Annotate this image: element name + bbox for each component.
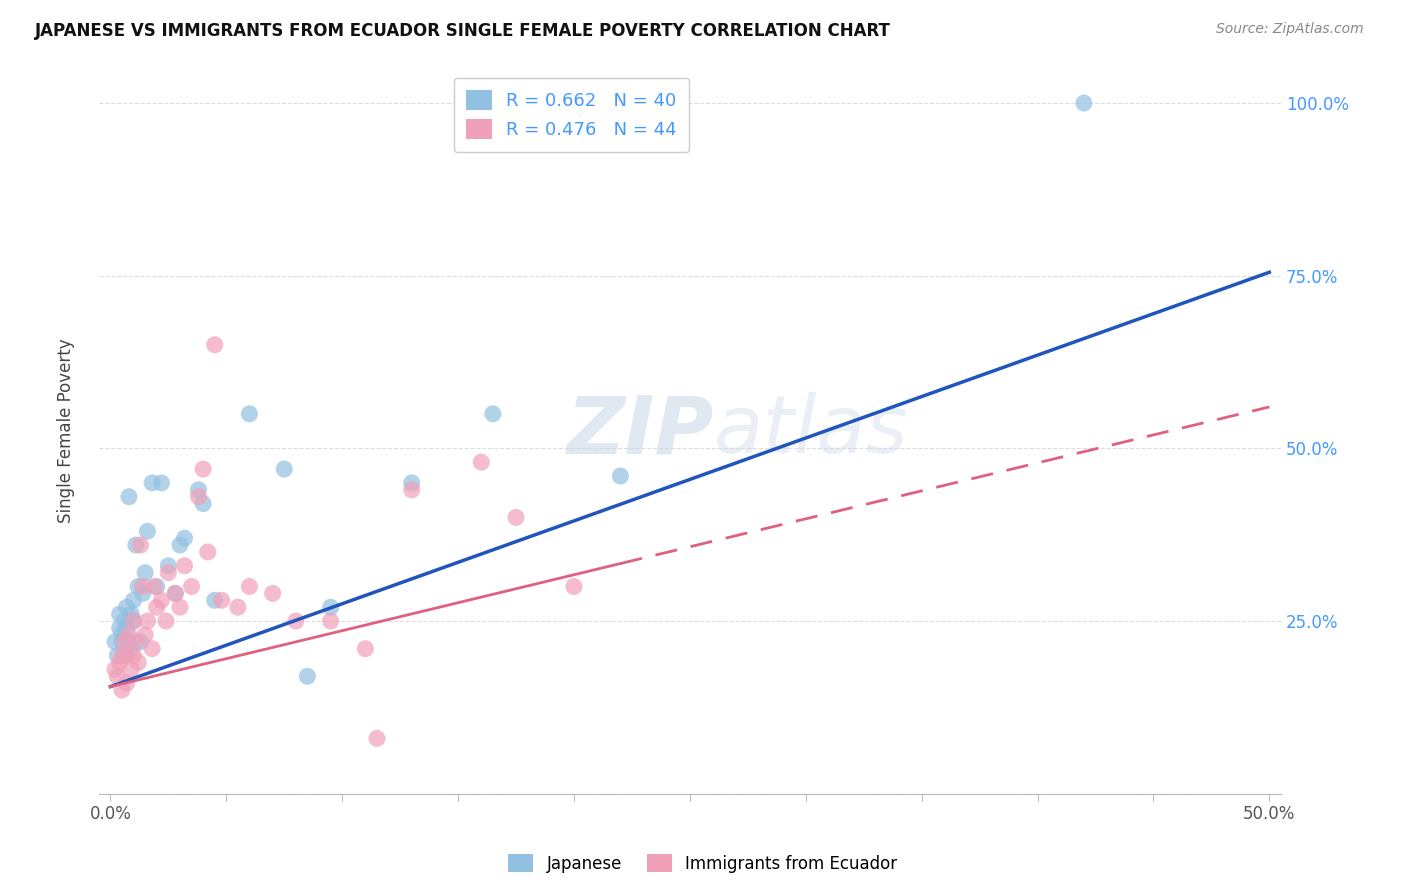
- Point: [211, 593, 233, 607]
- Point: [132, 586, 155, 600]
- Point: [173, 558, 195, 573]
- Point: [115, 600, 138, 615]
- Point: [470, 455, 492, 469]
- Point: [319, 614, 342, 628]
- Point: [120, 641, 142, 656]
- Point: [118, 634, 141, 648]
- Point: [366, 731, 388, 746]
- Point: [122, 593, 145, 607]
- Point: [112, 634, 135, 648]
- Point: [132, 579, 155, 593]
- Point: [141, 641, 163, 656]
- Point: [238, 407, 260, 421]
- Point: [187, 490, 209, 504]
- Point: [187, 483, 209, 497]
- Point: [105, 669, 128, 683]
- Point: [118, 490, 141, 504]
- Point: [111, 648, 134, 663]
- Point: [505, 510, 527, 524]
- Point: [129, 634, 152, 648]
- Point: [125, 538, 148, 552]
- Point: [157, 566, 180, 580]
- Point: [112, 614, 135, 628]
- Point: [120, 607, 142, 621]
- Point: [115, 621, 138, 635]
- Text: Source: ZipAtlas.com: Source: ZipAtlas.com: [1216, 22, 1364, 37]
- Point: [401, 475, 423, 490]
- Point: [191, 462, 214, 476]
- Point: [115, 648, 138, 663]
- Point: [169, 600, 191, 615]
- Point: [173, 531, 195, 545]
- Legend: R = 0.662   N = 40, R = 0.476   N = 44: R = 0.662 N = 40, R = 0.476 N = 44: [454, 78, 689, 152]
- Point: [165, 586, 187, 600]
- Point: [108, 621, 131, 635]
- Point: [482, 407, 505, 421]
- Point: [145, 579, 167, 593]
- Point: [134, 566, 156, 580]
- Point: [297, 669, 319, 683]
- Point: [122, 614, 145, 628]
- Point: [226, 600, 249, 615]
- Point: [115, 676, 138, 690]
- Point: [104, 634, 127, 648]
- Text: JAPANESE VS IMMIGRANTS FROM ECUADOR SINGLE FEMALE POVERTY CORRELATION CHART: JAPANESE VS IMMIGRANTS FROM ECUADOR SING…: [35, 22, 891, 40]
- Point: [105, 648, 128, 663]
- Point: [319, 600, 342, 615]
- Point: [238, 579, 260, 593]
- Point: [180, 579, 202, 593]
- Point: [150, 475, 173, 490]
- Point: [111, 683, 134, 698]
- Point: [122, 648, 145, 663]
- Point: [169, 538, 191, 552]
- Point: [157, 558, 180, 573]
- Point: [141, 475, 163, 490]
- Point: [165, 586, 187, 600]
- Point: [197, 545, 219, 559]
- Point: [562, 579, 585, 593]
- Point: [136, 614, 159, 628]
- Point: [111, 628, 134, 642]
- Point: [127, 579, 149, 593]
- Point: [1073, 96, 1095, 111]
- Point: [143, 579, 166, 593]
- Point: [354, 641, 377, 656]
- Point: [155, 614, 177, 628]
- Point: [108, 607, 131, 621]
- Point: [191, 497, 214, 511]
- Point: [118, 628, 141, 642]
- Point: [204, 593, 226, 607]
- Point: [150, 593, 173, 607]
- Point: [609, 469, 631, 483]
- Y-axis label: Single Female Poverty: Single Female Poverty: [58, 339, 75, 524]
- Point: [401, 483, 423, 497]
- Point: [111, 634, 134, 648]
- Point: [136, 524, 159, 539]
- Point: [122, 614, 145, 628]
- Point: [284, 614, 307, 628]
- Point: [120, 662, 142, 676]
- Point: [112, 648, 135, 663]
- Text: atlas: atlas: [713, 392, 908, 470]
- Point: [204, 338, 226, 352]
- Point: [273, 462, 295, 476]
- Point: [134, 628, 156, 642]
- Legend: Japanese, Immigrants from Ecuador: Japanese, Immigrants from Ecuador: [502, 847, 904, 880]
- Point: [125, 634, 148, 648]
- Point: [108, 656, 131, 670]
- Point: [127, 656, 149, 670]
- Point: [262, 586, 284, 600]
- Point: [129, 538, 152, 552]
- Text: ZIP: ZIP: [567, 392, 713, 470]
- Point: [145, 600, 167, 615]
- Point: [104, 662, 127, 676]
